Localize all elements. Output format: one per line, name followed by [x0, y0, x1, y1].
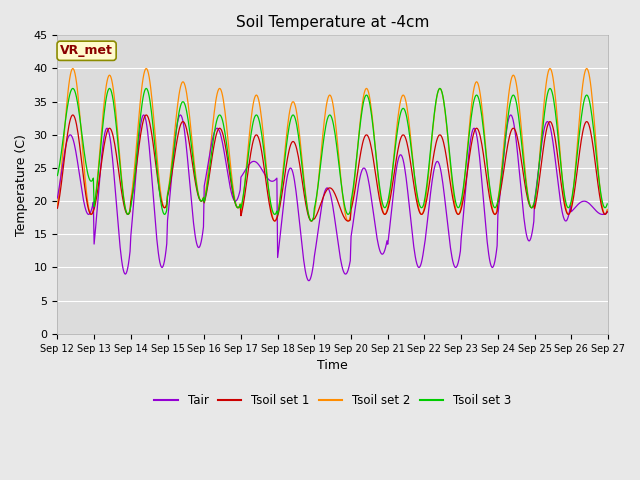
Legend: Tair, Tsoil set 1, Tsoil set 2, Tsoil set 3: Tair, Tsoil set 1, Tsoil set 2, Tsoil se… [150, 389, 516, 411]
Y-axis label: Temperature (C): Temperature (C) [15, 133, 28, 236]
Title: Soil Temperature at -4cm: Soil Temperature at -4cm [236, 15, 429, 30]
X-axis label: Time: Time [317, 359, 348, 372]
Text: VR_met: VR_met [60, 44, 113, 57]
